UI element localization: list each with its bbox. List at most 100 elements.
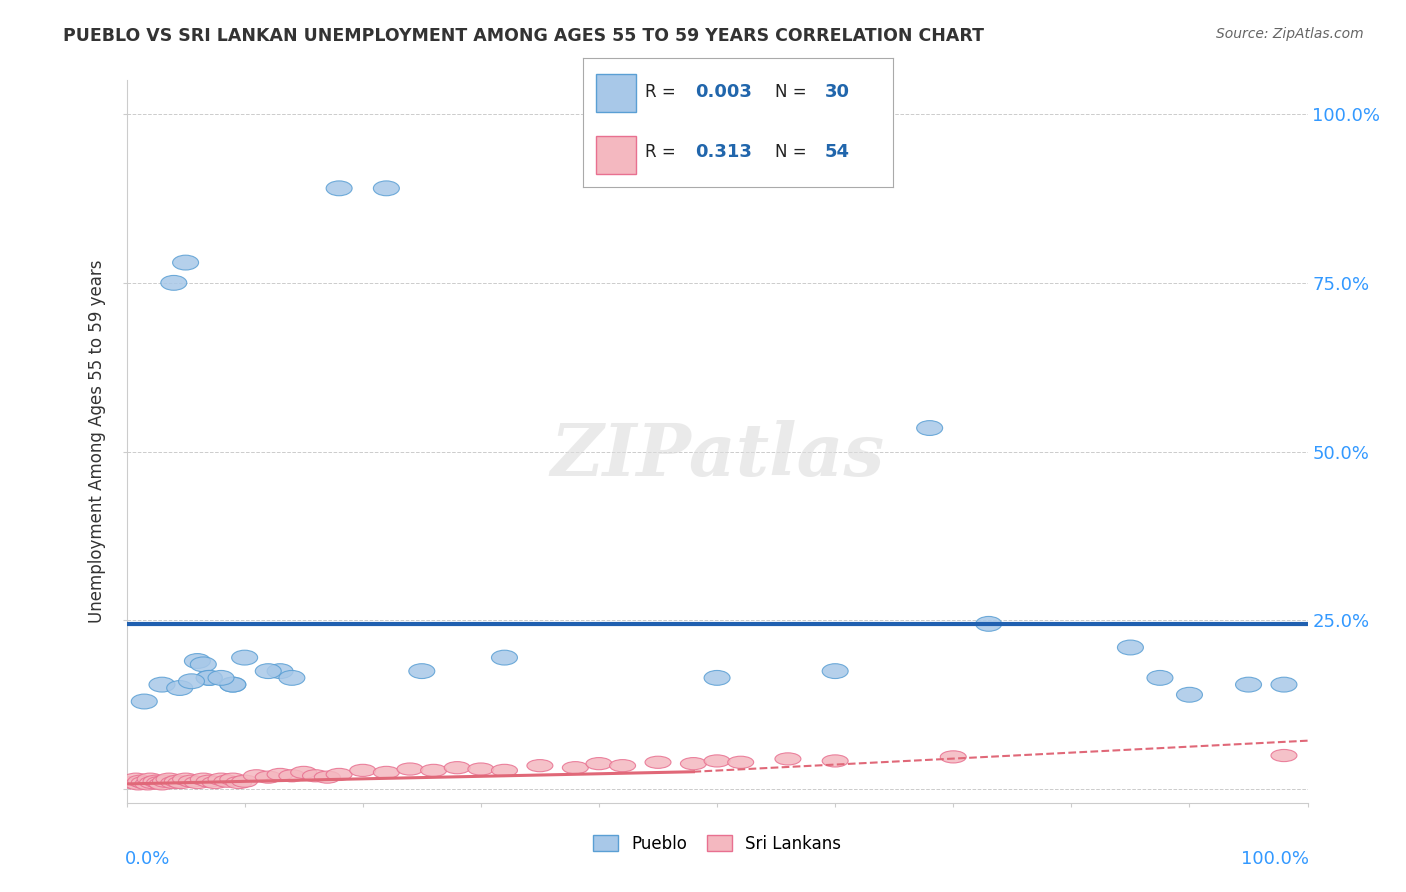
Ellipse shape bbox=[184, 654, 211, 668]
Ellipse shape bbox=[374, 181, 399, 195]
Ellipse shape bbox=[197, 671, 222, 685]
Ellipse shape bbox=[243, 770, 270, 782]
Ellipse shape bbox=[149, 778, 174, 790]
Ellipse shape bbox=[278, 770, 305, 782]
Ellipse shape bbox=[160, 776, 187, 789]
Ellipse shape bbox=[728, 756, 754, 768]
Text: ZIPatlas: ZIPatlas bbox=[550, 420, 884, 491]
Ellipse shape bbox=[823, 664, 848, 679]
Ellipse shape bbox=[208, 671, 233, 685]
Ellipse shape bbox=[190, 657, 217, 672]
Ellipse shape bbox=[468, 763, 494, 775]
Ellipse shape bbox=[219, 773, 246, 785]
Bar bbox=[596, 73, 636, 112]
Ellipse shape bbox=[350, 764, 375, 776]
Ellipse shape bbox=[256, 664, 281, 679]
Ellipse shape bbox=[125, 778, 152, 790]
Ellipse shape bbox=[173, 255, 198, 270]
Ellipse shape bbox=[1236, 677, 1261, 692]
Ellipse shape bbox=[167, 776, 194, 789]
Ellipse shape bbox=[1118, 640, 1143, 655]
Ellipse shape bbox=[179, 775, 204, 788]
Ellipse shape bbox=[184, 776, 211, 789]
Legend: Pueblo, Sri Lankans: Pueblo, Sri Lankans bbox=[586, 828, 848, 860]
Ellipse shape bbox=[302, 770, 329, 782]
Ellipse shape bbox=[396, 763, 423, 775]
Ellipse shape bbox=[823, 755, 848, 767]
Text: Source: ZipAtlas.com: Source: ZipAtlas.com bbox=[1216, 27, 1364, 41]
Ellipse shape bbox=[291, 766, 316, 779]
Ellipse shape bbox=[704, 755, 730, 767]
Ellipse shape bbox=[1177, 688, 1202, 702]
Ellipse shape bbox=[152, 775, 179, 788]
Ellipse shape bbox=[941, 751, 966, 763]
Ellipse shape bbox=[704, 671, 730, 685]
Text: 30: 30 bbox=[825, 83, 849, 102]
Ellipse shape bbox=[775, 753, 801, 765]
Text: PUEBLO VS SRI LANKAN UNEMPLOYMENT AMONG AGES 55 TO 59 YEARS CORRELATION CHART: PUEBLO VS SRI LANKAN UNEMPLOYMENT AMONG … bbox=[63, 27, 984, 45]
Ellipse shape bbox=[610, 760, 636, 772]
Ellipse shape bbox=[1271, 677, 1296, 692]
Ellipse shape bbox=[492, 650, 517, 665]
Ellipse shape bbox=[197, 775, 222, 788]
Ellipse shape bbox=[681, 757, 706, 770]
Ellipse shape bbox=[165, 775, 190, 788]
Ellipse shape bbox=[326, 768, 352, 780]
Ellipse shape bbox=[420, 764, 447, 776]
Y-axis label: Unemployment Among Ages 55 to 59 years: Unemployment Among Ages 55 to 59 years bbox=[89, 260, 107, 624]
Text: 0.313: 0.313 bbox=[695, 143, 752, 161]
Ellipse shape bbox=[278, 671, 305, 685]
Ellipse shape bbox=[1271, 749, 1296, 762]
Ellipse shape bbox=[156, 773, 181, 785]
Ellipse shape bbox=[190, 773, 217, 785]
Text: 100.0%: 100.0% bbox=[1240, 850, 1309, 868]
Ellipse shape bbox=[917, 421, 942, 435]
Ellipse shape bbox=[374, 766, 399, 779]
Ellipse shape bbox=[444, 762, 470, 773]
Ellipse shape bbox=[645, 756, 671, 768]
Text: N =: N = bbox=[775, 143, 813, 161]
Ellipse shape bbox=[326, 181, 352, 195]
Ellipse shape bbox=[146, 776, 173, 789]
Text: 0.003: 0.003 bbox=[695, 83, 752, 102]
Ellipse shape bbox=[167, 681, 193, 696]
Ellipse shape bbox=[149, 677, 174, 692]
Ellipse shape bbox=[214, 775, 240, 788]
Ellipse shape bbox=[179, 673, 204, 689]
Text: N =: N = bbox=[775, 83, 813, 102]
Ellipse shape bbox=[219, 677, 246, 692]
Ellipse shape bbox=[267, 768, 292, 780]
Text: 0.0%: 0.0% bbox=[125, 850, 170, 868]
Ellipse shape bbox=[173, 773, 198, 785]
Ellipse shape bbox=[1147, 671, 1173, 685]
Ellipse shape bbox=[208, 773, 233, 785]
Text: R =: R = bbox=[645, 143, 682, 161]
Ellipse shape bbox=[232, 775, 257, 788]
Ellipse shape bbox=[160, 276, 187, 290]
Ellipse shape bbox=[976, 616, 1001, 632]
Ellipse shape bbox=[202, 776, 228, 789]
Ellipse shape bbox=[135, 778, 160, 790]
Ellipse shape bbox=[527, 760, 553, 772]
Ellipse shape bbox=[131, 694, 157, 709]
Ellipse shape bbox=[409, 664, 434, 679]
Ellipse shape bbox=[122, 773, 149, 785]
Ellipse shape bbox=[492, 764, 517, 776]
Ellipse shape bbox=[139, 776, 166, 789]
Ellipse shape bbox=[143, 775, 169, 788]
Ellipse shape bbox=[267, 664, 292, 679]
Ellipse shape bbox=[197, 671, 222, 685]
Bar bbox=[596, 136, 636, 175]
Ellipse shape bbox=[226, 776, 252, 789]
Ellipse shape bbox=[120, 776, 145, 789]
Ellipse shape bbox=[138, 773, 163, 785]
Ellipse shape bbox=[232, 650, 257, 665]
Ellipse shape bbox=[562, 762, 588, 773]
Text: R =: R = bbox=[645, 83, 682, 102]
Ellipse shape bbox=[128, 775, 153, 788]
Ellipse shape bbox=[256, 771, 281, 783]
Text: 54: 54 bbox=[825, 143, 849, 161]
Ellipse shape bbox=[219, 677, 246, 692]
Ellipse shape bbox=[131, 776, 157, 789]
Ellipse shape bbox=[586, 757, 612, 770]
